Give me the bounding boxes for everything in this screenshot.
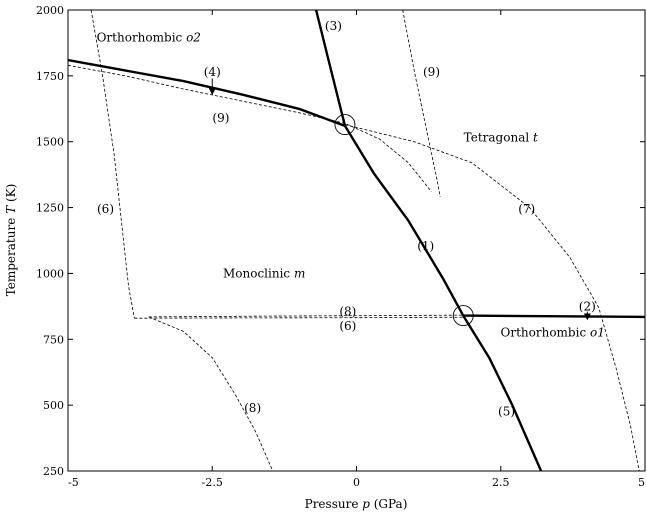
curve-c9a <box>67 64 432 193</box>
curve-label-1: (1) <box>417 239 434 253</box>
region-label-m: Monoclinic m <box>223 266 305 280</box>
marker-layer <box>334 114 474 327</box>
curve-label-7: (6) <box>339 319 356 333</box>
curve-label-4: (4) <box>204 65 221 79</box>
curve-label-3: (3) <box>325 19 342 33</box>
x-tick-label: 2.5 <box>492 476 510 489</box>
plot-frame <box>67 9 646 472</box>
x-tick-label: -2.5 <box>202 476 223 489</box>
curve-label-12: (9) <box>423 65 440 79</box>
curve-c6a <box>90 9 135 319</box>
region-label-o2: Orthorhombic o2 <box>97 31 201 45</box>
y-tick-label: 500 <box>43 399 64 412</box>
curve-c2 <box>463 314 646 319</box>
plot-area: Orthorhombic o2 Tetragonal t Monoclinic m O… <box>67 9 646 472</box>
x-tick-label: -5 <box>68 476 79 489</box>
arrow-layer <box>208 78 591 321</box>
curve-c5 <box>462 314 543 472</box>
y-tick-label: 1750 <box>36 70 64 83</box>
region-labels: Orthorhombic o2 Tetragonal t Monoclinic m O… <box>97 31 605 340</box>
region-label-o1: Orthorhombic o1 <box>501 326 605 340</box>
triple-point-marker-2 <box>452 305 474 327</box>
curve-label-10: (8) <box>244 401 261 415</box>
y-axis: 250 500 750 1000 1250 1500 1750 2000 <box>36 4 645 478</box>
x-axis-title: Pressure p (GPa) <box>305 497 408 511</box>
y-tick-label: 2000 <box>36 4 64 17</box>
curve-c6b <box>134 316 464 319</box>
y-tick-label: 1250 <box>36 202 64 215</box>
region-label-t: Tetragonal t <box>464 131 538 145</box>
curve-labels: (1) (2) (3) (4) (5) (6) (6) (7) (8) (8) (9) (9) <box>97 19 596 419</box>
triple-point-marker-1 <box>334 114 356 136</box>
series-layer <box>67 9 646 472</box>
curve-label-9: (8) <box>339 305 356 319</box>
y-tick-label: 750 <box>43 333 64 346</box>
curve-c8a <box>148 314 464 318</box>
curve-label-6: (6) <box>97 202 114 216</box>
curve-c9b <box>402 9 441 198</box>
y-tick-label: 1000 <box>36 267 64 280</box>
curve-c1 <box>343 125 465 317</box>
y-tick-label: 250 <box>43 465 64 478</box>
curve-label-2: (2) <box>579 299 596 313</box>
curve-c7 <box>344 124 640 472</box>
x-axis: -5 -2.5 0 2.5 5 <box>67 10 646 489</box>
curve-label-5: (5) <box>498 405 515 419</box>
curve-label-8: (7) <box>518 202 535 216</box>
curve-c3 <box>314 9 347 127</box>
curve-label-11: (9) <box>212 111 229 125</box>
x-tick-label: 0 <box>353 476 360 489</box>
x-tick-label: 5 <box>638 476 645 489</box>
y-axis-title: Temperature T (K) <box>4 184 18 297</box>
curve-c8b <box>148 316 274 472</box>
y-tick-label: 1500 <box>36 136 64 149</box>
